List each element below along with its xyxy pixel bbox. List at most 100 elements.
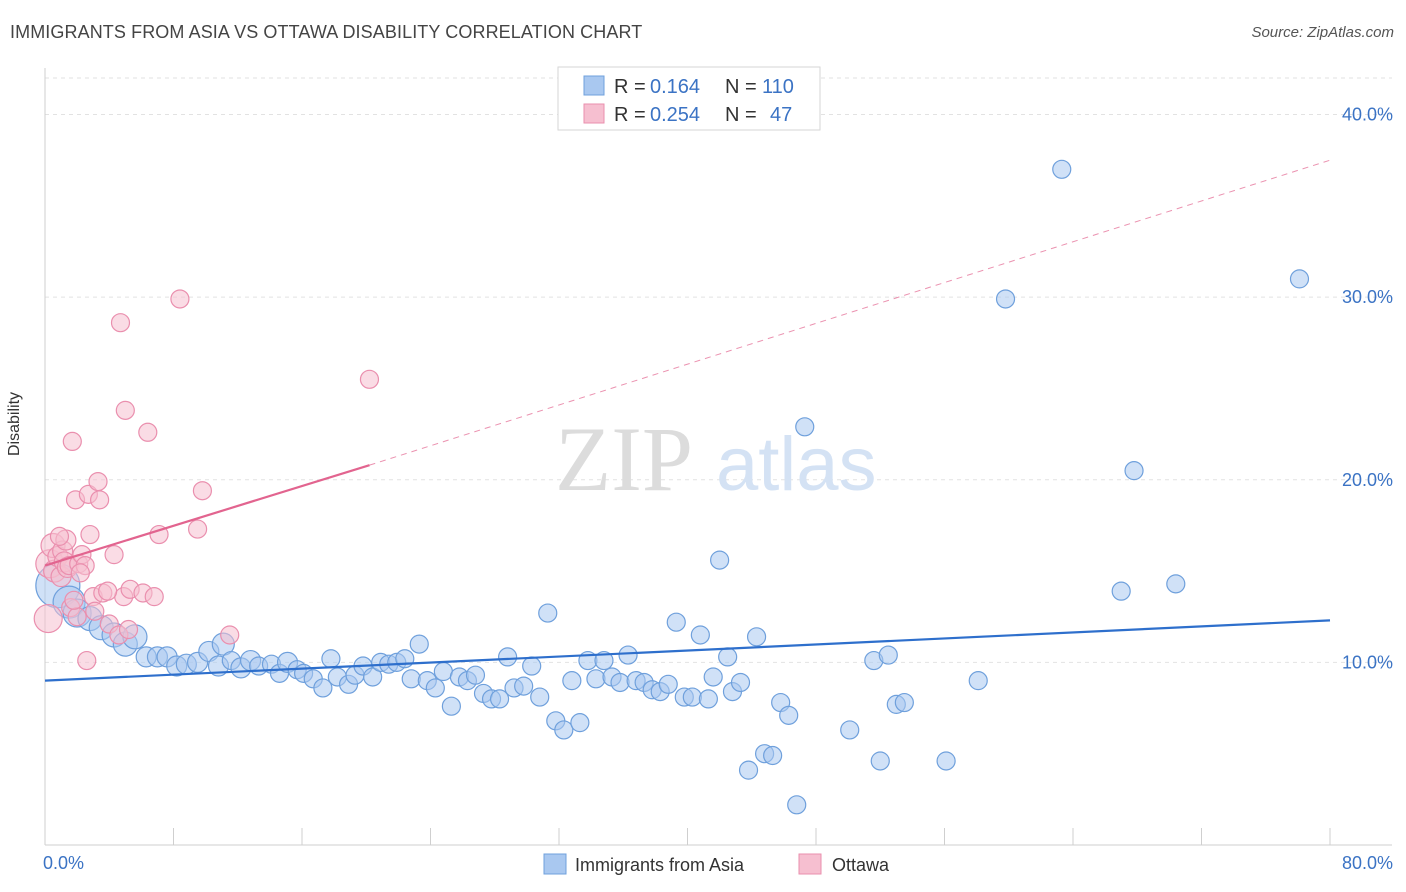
data-point-ottawa: [110, 313, 131, 333]
data-point-ottawa: [64, 590, 84, 610]
legend-n-label: N =: [725, 104, 757, 126]
data-point-asia: [840, 720, 860, 740]
data-point-ottawa: [187, 519, 208, 539]
data-point-ottawa: [144, 587, 164, 607]
data-point-asia: [779, 705, 799, 725]
data-point-asia: [682, 687, 702, 707]
data-point-asia: [538, 603, 558, 623]
data-point-ottawa: [118, 619, 139, 640]
data-point-asia: [1111, 581, 1131, 601]
data-point-asia: [690, 625, 710, 645]
data-point-asia: [618, 645, 638, 665]
data-point-asia: [562, 671, 582, 691]
y-tick-label: 40.0%: [1342, 105, 1393, 125]
bottom-legend-swatch-blue: [543, 853, 567, 875]
data-point-asia: [530, 687, 550, 707]
data-point-asia: [763, 745, 783, 766]
data-point-ottawa: [104, 545, 124, 565]
data-point-asia: [730, 672, 751, 693]
legend-n-value: 47: [770, 104, 792, 126]
data-point-asia: [995, 289, 1016, 309]
data-point-asia: [409, 634, 429, 654]
data-point-ottawa: [33, 603, 63, 634]
legend-r-value: 0.254: [650, 104, 700, 126]
trend-line-ottawa: [44, 464, 370, 567]
data-point-asia: [968, 671, 988, 691]
data-point-asia: [1052, 159, 1072, 179]
trend-line-ottawa-extension: [369, 159, 1331, 466]
data-point-asia: [554, 720, 574, 740]
data-point-asia: [610, 672, 630, 693]
data-point-asia: [658, 674, 678, 694]
legend-r-label: R =: [614, 104, 646, 126]
data-point-ottawa: [98, 581, 118, 601]
data-point-asia: [698, 689, 718, 709]
data-point-asia: [936, 751, 956, 771]
data-point-asia: [738, 760, 759, 780]
data-point-asia: [594, 650, 614, 671]
data-point-asia: [441, 696, 461, 716]
data-point-ottawa: [192, 481, 213, 501]
data-point-asia: [666, 612, 686, 632]
data-point-asia: [870, 751, 890, 771]
data-point-asia: [1124, 461, 1144, 481]
data-point-ottawa: [359, 369, 380, 389]
data-point-asia: [746, 627, 767, 647]
bottom-legend-label-ottawa: Ottawa: [832, 855, 890, 875]
trend-lines: [44, 159, 1331, 682]
data-point-asia: [489, 689, 510, 709]
legend-r-label: R =: [614, 76, 646, 98]
data-point-asia: [401, 669, 421, 689]
data-point-ottawa: [77, 650, 97, 671]
y-tick-label: 30.0%: [1342, 287, 1393, 307]
data-point-asia: [363, 667, 383, 687]
trend-line-asia: [44, 619, 1331, 682]
source-text: Source: ZipAtlas.com: [1251, 24, 1394, 41]
series-ottawa: [33, 289, 380, 671]
tick-labels: 10.0% 20.0% 30.0% 40.0% 0.0% 80.0%: [43, 105, 1393, 873]
data-point-ottawa: [90, 490, 110, 510]
data-point-asia: [425, 678, 445, 698]
data-point-asia: [465, 665, 486, 685]
data-point-asia: [514, 676, 534, 696]
data-point-asia: [710, 550, 730, 570]
data-point-asia: [787, 795, 807, 815]
data-point-asia: [433, 661, 453, 682]
data-point-asia: [718, 647, 738, 667]
data-point-asia: [878, 645, 898, 665]
watermark-atlas: atlas: [716, 422, 877, 507]
legend-r-value: 0.164: [650, 76, 700, 98]
legend-n-label: N =: [725, 76, 757, 98]
data-point-asia: [313, 678, 333, 698]
data-point-asia: [586, 669, 606, 689]
legend-n-value: 110: [762, 76, 794, 98]
gridlines: [45, 77, 1392, 663]
data-point-asia: [321, 649, 341, 669]
data-point-asia: [703, 667, 723, 687]
data-point-ottawa: [70, 563, 90, 583]
data-point-asia: [894, 692, 914, 713]
chart-title: IMMIGRANTS FROM ASIA VS OTTAWA DISABILIT…: [10, 22, 643, 42]
data-point-ottawa: [88, 471, 108, 492]
x-tick-label: 0.0%: [43, 853, 84, 873]
axes: [44, 68, 1392, 846]
watermark-zip: ZIP: [555, 408, 693, 510]
data-point-ottawa: [49, 526, 70, 546]
data-point-asia: [522, 656, 542, 676]
legend-swatch-pink: [583, 103, 605, 124]
data-point-asia: [570, 713, 590, 733]
data-point-ottawa: [220, 625, 240, 645]
data-point-ottawa: [62, 431, 82, 452]
x-tick-label: 80.0%: [1342, 853, 1393, 873]
data-point-asia: [498, 647, 518, 667]
bottom-legend: Immigrants from Asia Ottawa: [543, 853, 890, 875]
bottom-legend-label-asia: Immigrants from Asia: [575, 855, 745, 875]
stats-legend: R = 0.164 N = 110 R = 0.254 N = 47: [557, 66, 821, 131]
legend-swatch-blue: [583, 75, 605, 96]
data-point-ottawa: [67, 607, 87, 627]
data-point-ottawa: [80, 524, 100, 545]
data-point-ottawa: [170, 289, 190, 309]
data-point-ottawa: [138, 422, 158, 442]
data-point-asia: [1166, 574, 1186, 594]
